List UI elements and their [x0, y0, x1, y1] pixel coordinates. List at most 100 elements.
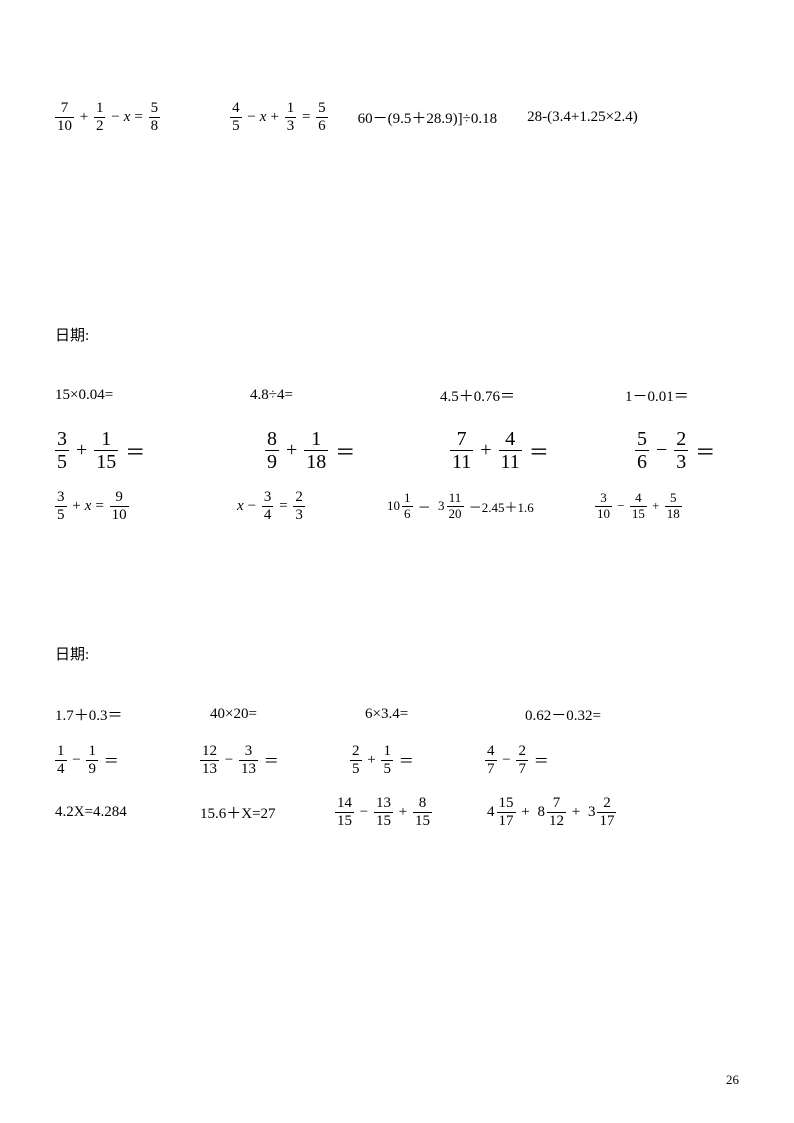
den: 3 [285, 117, 297, 135]
eq-5-3: 6×3.4= [365, 706, 525, 723]
num: 7 [55, 100, 74, 117]
den: 10 [110, 506, 129, 524]
num: 2 [516, 743, 528, 760]
num: 8 [413, 795, 432, 812]
num: 9 [110, 489, 129, 506]
eq-4-2: x− 34 = 23 [235, 489, 385, 523]
den: 9 [265, 450, 279, 473]
page-number: 26 [726, 1072, 739, 1088]
eq-7-1: 4.2X=4.284 [55, 804, 200, 821]
den: 6 [635, 450, 649, 473]
den: 5 [55, 506, 67, 524]
num: 14 [335, 795, 354, 812]
num: 3 [595, 491, 612, 505]
num: 8 [265, 428, 279, 450]
num: 1 [55, 743, 67, 760]
whole: 3 [586, 804, 598, 821]
date-heading-1: 日期: [55, 324, 739, 345]
eq-1-2: 45 −x+ 13 = 56 [230, 100, 328, 134]
num: 2 [293, 489, 305, 506]
equation-row-7: 4.2X=4.284 15.6＋X=27 1415 − 1315 + 815 4… [55, 795, 739, 829]
tail: －2.45＋1.6 [467, 497, 536, 516]
den: 4 [55, 760, 67, 778]
num: 1 [285, 100, 297, 117]
equation-row-5: 1.7＋0.3＝ 40×20= 6×3.4= 0.62－0.32= [55, 704, 739, 725]
num: 4 [485, 743, 497, 760]
den: 15 [335, 812, 354, 830]
eq-2-2: 4.8÷4= [250, 387, 440, 404]
num: 1 [94, 100, 106, 117]
eq-3-1: 35 + 115 ＝ [55, 428, 265, 473]
num: 2 [597, 795, 616, 812]
den: 5 [381, 760, 393, 778]
den: 7 [485, 760, 497, 778]
den: 17 [497, 812, 516, 830]
equation-row-1: 710 + 12 −x= 58 45 −x+ 13 = 56 60－(9.5＋2… [55, 100, 739, 134]
den: 11 [499, 450, 522, 473]
whole: 8 [535, 804, 547, 821]
whole: 3 [436, 498, 447, 514]
eq-5-1: 1.7＋0.3＝ [55, 704, 210, 725]
eq-3-2: 89 + 118 ＝ [265, 428, 450, 473]
num: 12 [200, 743, 219, 760]
den: 15 [413, 812, 432, 830]
eq-2-1: 15×0.04= [55, 387, 250, 404]
num: 1 [94, 428, 118, 450]
num: 5 [149, 100, 161, 117]
den: 2 [94, 117, 106, 135]
whole: 4 [485, 804, 497, 821]
eq-3-3: 711 + 411 ＝ [450, 428, 635, 473]
equation-row-3: 35 + 115 ＝ 89 + 118 ＝ 711 + 411 ＝ 56 − 2… [55, 428, 739, 473]
num: 1 [86, 743, 98, 760]
num: 2 [350, 743, 362, 760]
equation-row-2: 15×0.04= 4.8÷4= 4.5＋0.76＝ 1－0.01＝ [55, 385, 739, 406]
num: 1 [381, 743, 393, 760]
num: 13 [374, 795, 393, 812]
num: 3 [55, 489, 67, 506]
eq-4-3: 1016 － 31120 －2.45＋1.6 [385, 491, 595, 521]
eq-6-2: 1213 − 313 ＝ [200, 743, 350, 777]
den: 15 [630, 506, 647, 521]
num: 5 [635, 428, 649, 450]
eq-3-4: 56 − 23 ＝ [635, 428, 717, 473]
whole: 10 [385, 498, 402, 514]
equation-row-4: 35 +x= 910 x− 34 = 23 1016 － 31120 －2.45… [55, 489, 739, 523]
num: 7 [450, 428, 473, 450]
den: 10 [595, 506, 612, 521]
den: 11 [450, 450, 473, 473]
den: 9 [86, 760, 98, 778]
den: 7 [516, 760, 528, 778]
equation-row-6: 14 − 19 ＝ 1213 − 313 ＝ 25 + 15 ＝ 47 − 27… [55, 743, 739, 777]
eq-1-1: 710 + 12 −x= 58 [55, 100, 160, 134]
num: 4 [630, 491, 647, 505]
den: 4 [262, 506, 274, 524]
eq-5-2: 40×20= [210, 706, 365, 723]
eq-5-4: 0.62－0.32= [525, 704, 601, 725]
eq-7-2: 15.6＋X=27 [200, 802, 335, 823]
num: 15 [497, 795, 516, 812]
eq-4-4: 310 − 415 + 518 [595, 491, 682, 521]
num: 3 [55, 428, 69, 450]
num: 4 [499, 428, 522, 450]
num: 5 [665, 491, 682, 505]
den: 6 [402, 506, 413, 521]
den: 12 [547, 812, 566, 830]
eq-6-4: 47 − 27 ＝ [485, 743, 551, 777]
den: 20 [447, 506, 464, 521]
num: 4 [230, 100, 242, 117]
den: 17 [597, 812, 616, 830]
num: 1 [304, 428, 328, 450]
den: 6 [316, 117, 328, 135]
den: 13 [200, 760, 219, 778]
eq-1-3: 60－(9.5＋28.9)]÷0.18 [358, 107, 497, 128]
den: 18 [665, 506, 682, 521]
num: 3 [239, 743, 258, 760]
den: 3 [674, 450, 688, 473]
num: 11 [447, 491, 464, 505]
num: 3 [262, 489, 274, 506]
den: 5 [230, 117, 242, 135]
den: 5 [350, 760, 362, 778]
eq-7-3: 1415 − 1315 + 815 [335, 795, 485, 829]
num: 2 [674, 428, 688, 450]
eq-2-4: 1－0.01＝ [625, 385, 689, 406]
